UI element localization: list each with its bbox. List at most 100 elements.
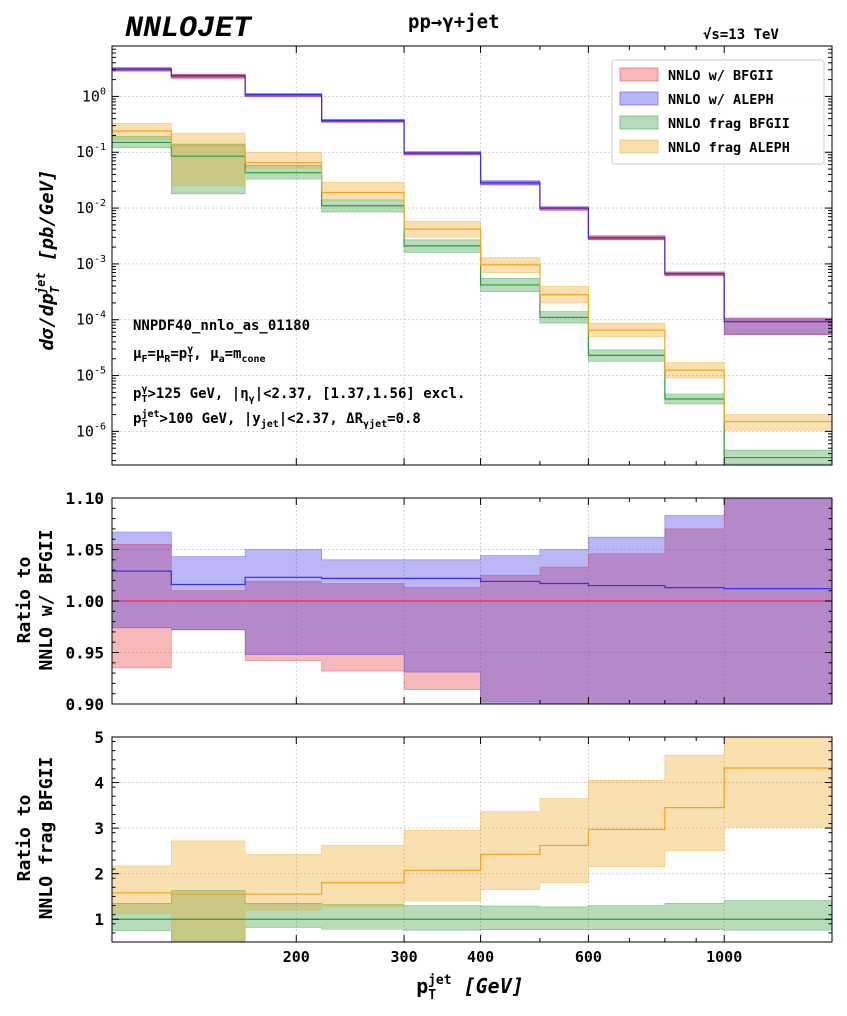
- edge-low-frag_aleph: [112, 826, 832, 943]
- y-tick-label: 10-3: [76, 254, 106, 273]
- band-aleph: [171, 556, 246, 630]
- y-tick-label: 3: [94, 819, 104, 838]
- y-tick-label: 1.10: [65, 489, 104, 508]
- band-frag_bfgii: [245, 903, 322, 928]
- x-tick-label: 200: [283, 948, 310, 966]
- energy-label: √s=13 TeV: [703, 27, 779, 43]
- edge-high-frag_aleph: [112, 736, 832, 867]
- band-frag_aleph: [480, 811, 540, 890]
- legend-frame: [611, 59, 825, 165]
- ratio1-ylabel-line1: Ratio to: [14, 557, 35, 644]
- legend-swatch-frag_aleph: [619, 139, 659, 154]
- band-bfgii: [588, 553, 665, 704]
- band-aleph: [112, 531, 172, 628]
- y-tick-label: 0.95: [65, 644, 104, 663]
- band-frag_bfgii: [404, 905, 481, 931]
- band-bfgii: [171, 590, 246, 630]
- main-lines: [112, 67, 832, 465]
- band-aleph: [404, 559, 481, 673]
- band-aleph: [245, 549, 322, 655]
- x-tick-label: 300: [391, 948, 418, 966]
- ratio2-frame: [111, 736, 833, 943]
- y-tick-label: 10-6: [76, 421, 106, 440]
- band-frag_bfgii: [112, 903, 172, 931]
- ratio1-panel: 0.90 0.95 1.00 1.05 1.10: [65, 489, 833, 714]
- x-tick-label: 400: [467, 948, 494, 966]
- main-ylabel: dσ/dpTjet [pb/GeV]: [34, 169, 62, 350]
- x-tick-label: 1000: [706, 948, 742, 966]
- main-ticks: 100 10-1 10-2 10-3 10-4 10-5 10-6: [76, 45, 832, 465]
- band-frag_bfgii: [724, 900, 832, 931]
- band-frag_aleph: [724, 414, 832, 431]
- band-bfgii: [539, 567, 589, 704]
- band-frag_aleph: [539, 798, 589, 883]
- y-tick-label: 10-1: [76, 142, 106, 161]
- scales-annotation: μF=μR=pTγ, μa=mcone: [133, 344, 266, 365]
- band-frag_bfgii: [171, 890, 246, 942]
- ratio2-ylabel-line1: Ratio to: [14, 795, 35, 882]
- y-tick-label: 1.00: [65, 592, 104, 611]
- band-aleph: [321, 559, 405, 655]
- band-aleph: [539, 549, 589, 704]
- band-frag_aleph: [171, 133, 246, 186]
- y-tick-label: 100: [82, 86, 106, 105]
- band-bfgii: [480, 575, 540, 702]
- ratio1-bands: [112, 498, 832, 704]
- band-aleph: [724, 318, 832, 335]
- legend-swatch-bfgii: [619, 67, 659, 82]
- legend-label-frag_aleph: NNLO frag ALEPH: [668, 140, 790, 156]
- band-frag_aleph: [112, 865, 172, 914]
- band-frag_aleph: [321, 845, 405, 907]
- band-frag_bfgii: [480, 906, 540, 930]
- main-panel: 100 10-1 10-2 10-3 10-4 10-5 10-6: [76, 45, 833, 466]
- ratio2-ylabel-line2: NNLO frag BFGII: [36, 757, 57, 920]
- line-frag_aleph: [112, 767, 832, 895]
- band-bfgii: [245, 581, 322, 661]
- pdf-annotation: NNPDF40_nnlo_as_01180: [133, 318, 310, 334]
- ratio2-panel: 1 2 3 4 5 200 300 400 600 1000: [94, 728, 833, 966]
- legend-swatch-frag_bfgii: [619, 115, 659, 130]
- band-frag_aleph: [664, 755, 725, 851]
- band-frag_aleph: [245, 854, 322, 911]
- y-tick-label: 10-2: [76, 198, 106, 217]
- edge-high-aleph: [112, 67, 832, 319]
- band-frag_bfgii: [539, 906, 589, 930]
- main-frame: [111, 45, 833, 466]
- brand-title: NNLOJET: [125, 12, 253, 46]
- band-bfgii: [321, 583, 405, 672]
- x-axis-label: pTjet [GeV]: [416, 973, 524, 1003]
- band-bfgii: [724, 318, 832, 335]
- band-aleph: [588, 537, 665, 704]
- band-bfgii: [404, 587, 481, 690]
- photon-cuts-annotation: pTγ>125 GeV, |ηγ|<2.37, [1.37,1.56] excl…: [133, 384, 465, 405]
- y-tick-label: 4: [94, 774, 104, 793]
- band-aleph: [480, 555, 540, 704]
- legend-label-aleph: NNLO w/ ALEPH: [668, 92, 774, 108]
- y-tick-label: 1: [94, 910, 104, 929]
- y-tick-label: 10-4: [76, 310, 106, 329]
- ratio1-ticks: 0.90 0.95 1.00 1.05 1.10: [65, 489, 832, 714]
- band-frag_aleph: [588, 780, 665, 867]
- annotation-block: NNPDF40_nnlo_as_01180 μF=μR=pTγ, μa=mcon…: [133, 318, 465, 430]
- band-bfgii: [112, 544, 172, 668]
- band-frag_bfgii: [171, 144, 246, 194]
- band-frag_aleph: [171, 840, 246, 942]
- edge-high-frag_aleph: [112, 123, 832, 415]
- legend-label-frag_bfgii: NNLO frag BFGII: [668, 116, 790, 132]
- band-frag_bfgii: [664, 903, 725, 930]
- legend-swatch-aleph: [619, 91, 659, 106]
- edge-high-frag_bfgii: [112, 890, 832, 908]
- process-title: pp→γ+jet: [408, 11, 500, 33]
- legend-label-bfgii: NNLO w/ BFGII: [668, 68, 774, 84]
- band-frag_aleph: [321, 182, 405, 200]
- band-aleph: [664, 515, 725, 704]
- legend: NNLO w/ BFGII NNLO w/ ALEPH NNLO frag BFGI…: [611, 59, 825, 165]
- y-tick-label: 10-5: [76, 366, 106, 385]
- ratio2-bands: [112, 737, 832, 942]
- y-tick-label: 0.90: [65, 695, 104, 714]
- y-tick-label: 5: [94, 728, 104, 747]
- jet-cuts-annotation: pTjet>100 GeV, |yjet|<2.37, ΔRγjet=0.8: [133, 408, 421, 430]
- edge-high-aleph: [112, 497, 832, 561]
- band-frag_aleph: [245, 152, 322, 169]
- ratio1-ylabel-line2: NNLO w/ BFGII: [36, 530, 57, 671]
